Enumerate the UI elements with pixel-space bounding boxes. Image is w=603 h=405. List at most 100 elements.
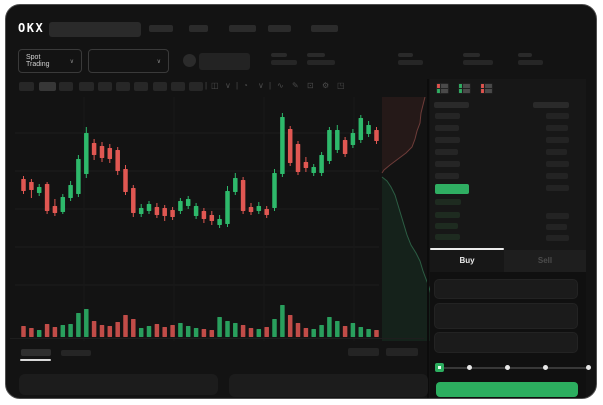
draw-tool-icon[interactable]: ✎ [292,81,299,90]
separator: | [269,81,272,90]
nav-item-placeholder[interactable] [268,25,291,32]
order-form-field[interactable] [434,303,578,329]
amount-slider-handle[interactable] [435,363,444,372]
buy-submit-button[interactable] [436,382,578,397]
chevron-down-icon[interactable]: ∨ [225,81,231,90]
chart-footer-divider [10,338,424,339]
timeframe-chip[interactable] [59,82,73,91]
order-form-field[interactable] [434,279,578,299]
bid-amount-bar [546,224,567,230]
timeframe-chip[interactable] [153,82,167,91]
chevron-down-icon[interactable]: ∨ [258,81,264,90]
ask-depth-area [382,97,425,173]
market-type-dropdown[interactable]: Spot Trading ∨ [18,49,82,73]
timeframe-chip[interactable] [134,82,148,91]
amount-slider-track[interactable] [439,367,588,369]
line-tool-icon[interactable]: ∿ [277,81,284,90]
pair-dropdown[interactable]: ∨ [88,49,169,73]
coin-icon [183,54,196,67]
timeframe-chip[interactable] [39,82,56,91]
depth-chart [381,97,431,341]
ticker-stat-value-placeholder [518,60,543,65]
interval-icon[interactable]: ◔ [243,81,248,90]
orderbook-layout-icon [458,83,471,94]
slider-dot[interactable] [585,365,591,370]
orderbook-layout-toggle[interactable] [458,83,471,94]
orderbook-layout-toggle[interactable] [436,83,449,94]
ticker-stat-value-placeholder [398,60,423,65]
active-bottom-tab-underline [20,359,51,361]
timeframe-chip[interactable] [98,82,112,91]
ticker-stat-label-placeholder [307,53,325,57]
chart-canvas[interactable] [15,97,379,341]
ask-amount-bar [546,125,568,131]
chevron-down-icon: ∨ [69,58,74,65]
timeframe-chip[interactable] [79,82,94,91]
bottom-tab-placeholder[interactable] [21,349,51,356]
ask-price-bar[interactable] [435,173,459,179]
ask-price-bar[interactable] [435,137,460,143]
separator: | [205,81,208,90]
okx-logo: OKX [18,21,45,35]
ask-amount-bar [546,137,569,143]
bid-amount-bar [546,235,569,241]
orderbook-layout-toggle[interactable] [480,83,493,94]
separator: | [236,81,239,90]
nav-item-placeholder[interactable] [149,25,173,32]
search-input[interactable] [49,22,141,37]
fullscreen-icon[interactable]: ◳ [337,81,345,90]
orders-filter-placeholder[interactable] [348,348,379,356]
ask-amount-bar [546,113,569,119]
ask-depth-line [381,97,426,174]
ask-price-bar[interactable] [435,113,460,119]
settings-icon[interactable]: ⚙ [322,81,330,90]
bid-price-bar[interactable] [435,234,460,240]
slider-dot[interactable] [466,365,472,370]
slider-dot[interactable] [542,365,548,370]
ask-price-bar[interactable] [435,161,460,167]
bid-amount-bar [546,213,569,219]
bid-price-bar[interactable] [435,199,461,205]
timeframe-chip[interactable] [171,82,185,91]
timeframe-chip[interactable] [116,82,130,91]
ask-amount-bar [546,161,569,167]
last-price-placeholder [199,53,250,70]
bid-depth-line [381,176,431,296]
ask-price-bar[interactable] [435,149,458,155]
nav-item-placeholder[interactable] [229,25,256,32]
app-window: OKX Spot Trading ∨ ∨ Buy Sell [5,4,597,399]
screenshot-icon[interactable]: ⊡ [307,81,314,90]
timeframe-chip[interactable] [189,82,203,91]
nav-item-placeholder[interactable] [311,25,338,32]
order-form-field[interactable] [434,332,578,353]
market-type-label: Spot Trading [26,54,50,68]
orders-filter-placeholder[interactable] [386,348,418,356]
ticker-stat-label-placeholder [463,53,480,57]
orderbook-layout-icon [436,83,449,94]
sell-tab[interactable]: Sell [504,250,586,272]
ticker-stat-value-placeholder [307,60,335,65]
candle-type-icon[interactable]: ◫ [211,81,219,90]
orderbook-layout-icon [480,83,493,94]
current-price-bar[interactable] [435,184,469,194]
slider-dot[interactable] [504,365,510,370]
candlestick-series [21,113,379,228]
ticker-stat-label-placeholder [271,53,287,57]
timeframe-chip[interactable] [19,82,34,91]
orderbook-amount-header-placeholder [533,102,569,108]
chart-grid [15,97,379,341]
chevron-down-icon: ∨ [156,58,161,65]
ticker-stat-label-placeholder [398,53,413,57]
buy-tab-indicator [430,248,504,250]
ask-price-bar[interactable] [435,125,459,131]
orders-table-placeholder [229,374,428,397]
bottom-tab-placeholder[interactable] [61,350,91,356]
volume-series [21,305,379,337]
bid-price-bar[interactable] [435,212,460,218]
orderbook-price-header-placeholder [434,102,469,108]
bid-price-bar[interactable] [435,223,458,229]
nav-item-placeholder[interactable] [189,25,208,32]
ticker-stat-value-placeholder [271,60,297,65]
buy-tab[interactable]: Buy [459,256,475,265]
